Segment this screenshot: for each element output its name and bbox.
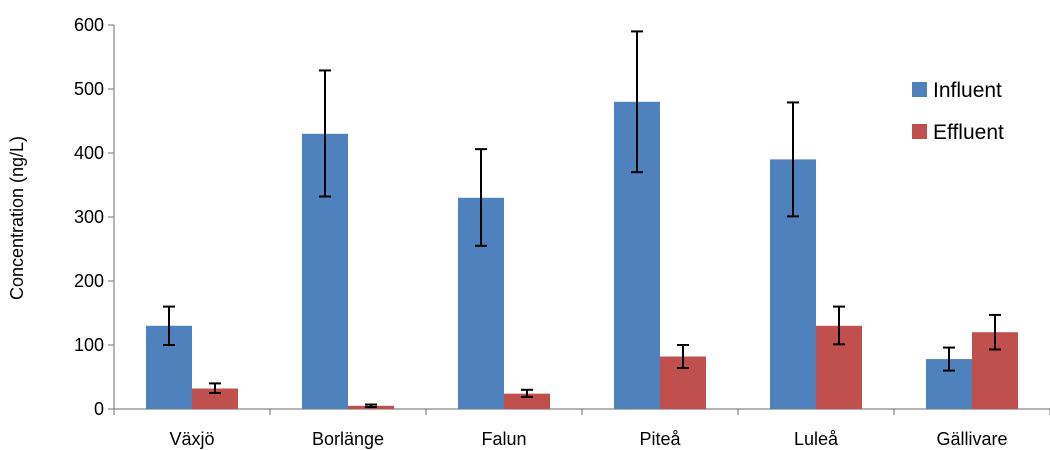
x-axis: Växjö Borlänge Falun Piteå Luleå Gällivare [113, 408, 1050, 449]
bar-effluent [504, 393, 550, 409]
y-tick-label: 200 [74, 271, 104, 291]
y-tick-label: 300 [74, 207, 104, 227]
x-tick-label: Luleå [794, 429, 839, 449]
y-tick-label: 600 [74, 15, 104, 35]
x-tick-label: Piteå [639, 429, 681, 449]
legend-label-influent: Influent [933, 79, 1002, 102]
error-bars [163, 30, 1001, 409]
y-tick-label: 0 [94, 399, 104, 419]
legend-swatch-effluent [912, 124, 927, 139]
y-axis-title: Concentration (ng/L) [7, 136, 27, 300]
bar-effluent [192, 388, 238, 409]
bars [146, 101, 1018, 410]
x-tick-label: Falun [481, 429, 526, 449]
y-tick-label: 100 [74, 335, 104, 355]
y-tick-label: 400 [74, 143, 104, 163]
legend-swatch-influent [912, 82, 927, 97]
x-tick-label: Växjö [169, 429, 214, 449]
legend: Influent Effluent [912, 79, 1004, 144]
y-axis: 0 100 200 300 400 500 600 [74, 15, 115, 419]
x-tick-label: Gällivare [936, 429, 1007, 449]
y-tick-label: 500 [74, 79, 104, 99]
x-tick-label: Borlänge [312, 429, 384, 449]
legend-label-effluent: Effluent [933, 121, 1004, 144]
